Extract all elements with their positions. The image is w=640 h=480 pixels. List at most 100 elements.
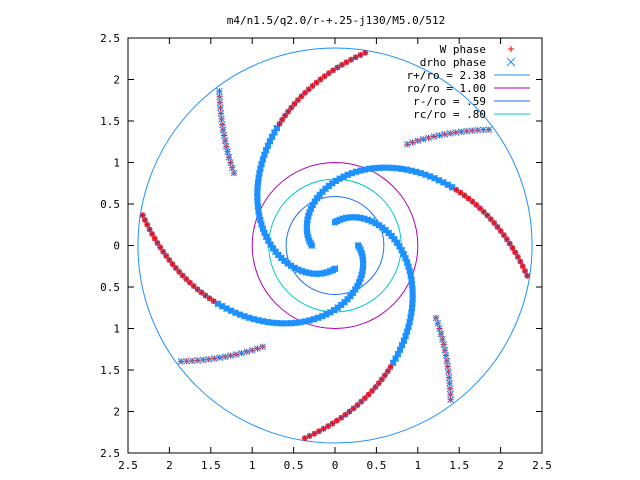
drho-phase-point	[228, 164, 236, 172]
w-phase-point	[169, 261, 176, 268]
w-phase-point	[469, 198, 476, 205]
drho-phase-point	[442, 352, 450, 359]
y-tick-label: 2	[113, 406, 120, 419]
drho-phase-point	[432, 314, 440, 322]
drho-phase-point	[447, 396, 454, 404]
reference-circle-3	[268, 178, 402, 313]
w-phase-point	[512, 249, 519, 256]
w-phase-point	[361, 395, 368, 402]
w-phase-point	[325, 423, 332, 430]
w-phase-point	[378, 376, 385, 383]
x-tick-label: 0.5	[284, 459, 304, 472]
w-phase-point	[309, 82, 316, 89]
drho-phase-point	[419, 135, 427, 143]
w-phase-point	[282, 112, 289, 119]
drho-phase-point	[218, 121, 226, 128]
w-phase-point	[362, 49, 369, 56]
reference-circle-1	[251, 162, 419, 329]
drho-phase-point	[414, 137, 422, 145]
w-phase-point	[354, 402, 361, 409]
w-phase-point	[288, 104, 295, 111]
drho-phase-point	[238, 349, 245, 357]
reference-circle-2	[285, 196, 385, 295]
chart-title: m4/n1.5/q2.0/r-+.25-j130/M5.0/512	[227, 14, 446, 27]
drho-phase-point	[225, 153, 233, 161]
w-phase-point	[358, 398, 365, 405]
w-phase-point	[320, 425, 327, 432]
legend-label: ro/ro = 1.00	[407, 82, 486, 95]
drho-phase-point	[227, 159, 234, 166]
w-phase-point	[206, 295, 213, 302]
y-tick-label: 0.5	[100, 281, 120, 294]
w-phase-point	[298, 93, 305, 100]
w-phase-point	[194, 286, 201, 293]
w-phase-point	[369, 387, 376, 394]
drho-phase-point	[452, 129, 460, 136]
drho-phase-point	[199, 356, 207, 364]
drho-phase-point	[485, 126, 493, 133]
drho-phase-point	[217, 104, 224, 112]
drho-phase-point	[224, 148, 231, 156]
y-tick-label: 0	[113, 240, 120, 253]
w-phase-point	[294, 97, 301, 104]
legend-label: r+/ro = 2.38	[407, 69, 486, 82]
w-phase-point	[301, 435, 308, 442]
w-phase-point	[348, 56, 355, 63]
y-tick-label: 2.5	[100, 32, 120, 45]
drho-phase-point	[217, 110, 225, 117]
legend-swatch	[506, 57, 516, 67]
drho-phase-point	[177, 358, 185, 365]
legend-label: rc/ro = .80	[413, 108, 486, 121]
drho-phase-point	[474, 126, 482, 134]
w-phase-point	[329, 420, 336, 427]
w-phase-point	[186, 279, 193, 286]
w-phase-point	[176, 268, 183, 275]
w-phase-point	[210, 298, 217, 305]
drho-phase-point	[440, 341, 448, 348]
axis-ticks: 2.5 2 1.5 1 0.5 0 0.5 1 1.5 2 2.52.521.510.500.511…	[100, 32, 552, 472]
w-phase-point	[190, 283, 197, 290]
reference-circle-0	[137, 47, 533, 444]
drho-phase-point	[248, 346, 256, 354]
w-phase-point	[352, 54, 359, 61]
drho-phase-point	[430, 133, 438, 140]
x-tick-label: 1	[249, 459, 256, 472]
x-tick-label: 2.5	[118, 459, 138, 472]
drho-phase-point	[436, 325, 443, 332]
w-phase-point	[519, 263, 526, 270]
w-phase-point	[343, 59, 350, 66]
w-phase-point	[473, 201, 480, 208]
w-phase-point	[160, 248, 167, 255]
drho-phase-point	[435, 131, 443, 139]
w-phase-point	[291, 100, 298, 107]
w-phase-point	[372, 384, 379, 391]
w-phase-point	[338, 61, 345, 68]
w-phase-point	[154, 240, 161, 247]
drho-phase-point	[468, 127, 476, 134]
w-phase-point	[514, 253, 521, 260]
w-phase-point	[387, 364, 394, 371]
w-phase-point	[305, 86, 312, 93]
w-phase-point	[453, 186, 460, 193]
x-tick-label: 1.5	[201, 459, 221, 472]
drho-phase-point	[188, 357, 196, 365]
w-phase-point	[346, 408, 353, 415]
w-phase-point	[457, 189, 464, 196]
drho-phase-point	[222, 143, 230, 150]
drho-phase-point	[205, 355, 213, 363]
y-tick-label: 1	[113, 323, 120, 336]
legend-swatch	[508, 46, 514, 52]
w-phase-point	[302, 89, 309, 96]
w-phase-point	[506, 240, 513, 247]
drho-phase-point	[409, 139, 416, 146]
drho-phase-point	[434, 319, 442, 327]
w-phase-point	[313, 79, 320, 86]
w-phase-point	[179, 272, 186, 279]
w-phase-point	[157, 244, 164, 251]
w-phase-point	[183, 276, 190, 283]
w-phase-point	[139, 212, 146, 219]
drho-phase-point	[194, 357, 202, 364]
w-phase-point	[509, 244, 516, 251]
data-points	[139, 49, 531, 442]
drho-phase-point	[259, 343, 267, 351]
